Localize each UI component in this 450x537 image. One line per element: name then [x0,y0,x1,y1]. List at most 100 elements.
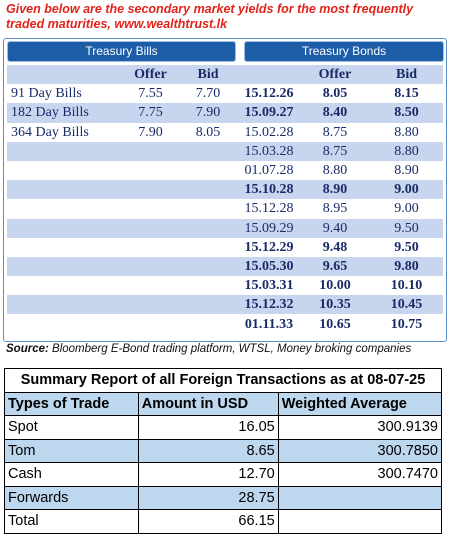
column-header: Bid [395,67,417,83]
cell [178,257,238,276]
summary-title: Summary Report of all Foreign Transactio… [4,368,442,393]
bond-bid: 10.10 [390,278,423,294]
bill-name: 364 Day Bills [11,124,89,140]
amount: 8.65 [137,438,279,463]
cell [178,180,238,199]
trade-type: Forwards [4,485,139,510]
cell [7,295,123,314]
bond-bid: 9.00 [394,182,419,198]
yield-panel: Treasury Bills Treasury Bonds Offer Bid Of… [3,38,447,342]
cell [123,219,178,238]
bond-bid: 8.80 [394,143,419,159]
bill-name: 182 Day Bills [11,105,89,121]
cell [178,314,238,333]
yield-row: 15.12.32 10.35 10.45 [7,295,443,315]
bill-bid: 8.05 [195,124,221,140]
cell [178,199,238,218]
cell [123,142,178,161]
bond-offer: 9.48 [322,239,348,255]
header-row: Offer Bid Offer Bid [7,65,443,85]
bond-offer: 8.80 [322,163,348,179]
yield-row: 15.12.29 9.48 9.50 [7,237,443,257]
trade-type: Tom [4,438,139,463]
weighted-average: 300.7470 [277,462,443,487]
bond-maturity: 15.09.27 [244,105,294,121]
column-row: Types of Trade Amount in USD Weighted Aver… [4,391,443,416]
bond-maturity: 01.11.33 [244,316,294,332]
summary-row: Total 66.15 [4,509,443,534]
bond-bid: 8.50 [394,105,419,121]
bill-name: 91 Day Bills [11,86,82,102]
trade-type: Spot [4,415,139,440]
bond-offer: 8.75 [322,124,348,140]
bond-bid: 9.50 [394,220,419,236]
cell [123,161,178,180]
column-header: Weighted Average [277,391,443,416]
bond-offer: 10.00 [319,278,351,294]
source-text: Bloomberg E-Bond trading platform, WTSL,… [52,343,412,355]
amount: 12.70 [137,462,279,487]
cell [7,276,123,295]
yield-row: 01.07.28 8.80 8.90 [7,160,443,181]
column-header: Amount in USD [137,391,279,416]
bond-offer: 8.05 [322,86,348,102]
bond-offer: 9.40 [322,220,348,236]
bond-offer: 10.35 [319,297,351,313]
bill-offer: 7.55 [138,86,163,102]
bond-offer: 8.95 [322,201,348,217]
bond-maturity: 01.07.28 [244,163,294,179]
cell [7,142,123,161]
amount: 16.05 [137,415,279,440]
header-text: Given below are the secondary market yie… [6,2,414,31]
cell [123,238,178,257]
amount: 66.15 [137,509,279,534]
weighted-average [277,509,443,534]
bond-maturity: 15.12.32 [244,297,294,313]
bill-offer: 7.90 [138,124,163,140]
cell [178,142,238,161]
cell [123,180,178,199]
bond-bid: 9.50 [394,239,419,255]
trade-type: Total [4,509,139,534]
bond-maturity: 15.02.28 [244,124,294,140]
bond-maturity: 15.12.28 [244,201,294,217]
column-header: Offer [318,67,352,83]
cell [178,295,238,314]
bond-offer: 8.75 [322,143,348,159]
yield-table: Offer Bid Offer Bid 91 Day Bills 7.55 7.70 15.1… [7,65,443,334]
cell [7,314,123,333]
bills-tab: Treasury Bills [7,41,236,62]
yield-row: 15.10.28 8.90 9.00 [7,180,443,200]
yield-row: 15.05.30 9.65 9.80 [7,256,443,277]
yield-row: 182 Day Bills 7.75 7.90 15.09.27 8.40 8.50 [7,103,443,123]
yield-row: 15.09.29 9.40 9.50 [7,218,443,238]
bond-maturity: 15.12.26 [244,86,294,102]
bond-maturity: 15.03.31 [244,278,294,294]
cell [238,65,300,84]
bond-offer: 8.90 [322,182,348,198]
bond-offer: 8.40 [322,105,348,121]
cell [123,276,178,295]
bond-maturity: 15.10.28 [244,182,294,198]
yield-row: 15.03.28 8.75 8.80 [7,141,443,161]
column-header: Offer [134,67,167,83]
cell [7,180,123,199]
cell [7,65,123,84]
cell [178,276,238,295]
column-header: Types of Trade [4,391,139,416]
trade-type: Cash [4,462,139,487]
bond-bid: 8.15 [394,86,419,102]
source-label: Source: [6,343,49,355]
yield-row: 15.12.28 8.95 9.00 [7,199,443,219]
cell [178,219,238,238]
bond-maturity: 15.05.30 [244,258,294,274]
bond-bid: 8.80 [394,124,419,140]
bond-bid: 9.80 [394,258,419,274]
cell [7,199,123,218]
bond-offer: 10.65 [319,316,351,332]
bond-maturity: 15.12.29 [244,239,294,255]
amount: 28.75 [137,485,279,510]
cell [178,161,238,180]
yield-row: 91 Day Bills 7.55 7.70 15.12.26 8.05 8.15 [7,84,443,104]
